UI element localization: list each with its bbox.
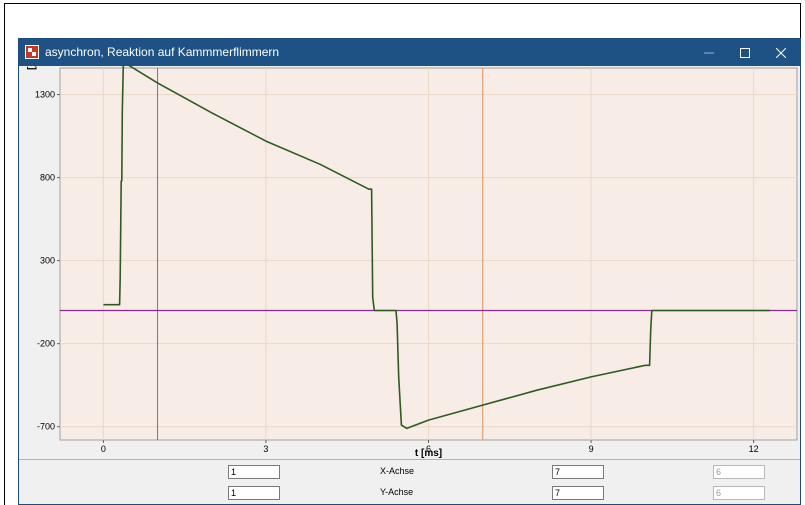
axis-settings-panel: X-Achse Y-Achse [19, 459, 800, 504]
x-tick-label: 12 [749, 444, 759, 454]
x-axis-label: X-Achse [380, 466, 415, 476]
y-axis-label: Y-Achse [380, 487, 414, 497]
y-axis-title: U [V] [26, 66, 37, 70]
y-tick-label: 300 [40, 256, 55, 266]
x-tick-label: 6 [426, 444, 431, 454]
y-axis-to-input[interactable] [552, 486, 604, 500]
x-axis-title: t [ms] [415, 448, 442, 459]
window-title: asynchron, Reaktion auf Kammmerflimmern [45, 45, 280, 59]
line-chart[interactable]: 0 3 6 9 12 1300 800 300 -200 -700 t [ms] U [V] [19, 66, 800, 459]
minimize-icon [704, 52, 714, 54]
maximize-icon [740, 48, 750, 58]
x-axis-to-input[interactable] [552, 465, 604, 479]
chart-window: asynchron, Reaktion auf Kammmerflimmern … [18, 38, 801, 505]
close-icon [776, 48, 786, 58]
y-tick-label: -200 [37, 339, 55, 349]
maximize-button[interactable] [727, 39, 763, 66]
x-tick-label: 3 [263, 444, 268, 454]
y-axis-extra-input [713, 486, 765, 500]
y-axis-from-input[interactable] [228, 486, 280, 500]
x-axis-from-input[interactable] [228, 465, 280, 479]
title-bar[interactable]: asynchron, Reaktion auf Kammmerflimmern [19, 39, 800, 66]
series-line-1 [103, 66, 770, 430]
app-icon [25, 45, 39, 59]
y-tick-label: 1300 [35, 90, 55, 100]
y-tick-label: -700 [37, 422, 55, 432]
x-tick-label: 9 [589, 444, 594, 454]
minimize-button[interactable] [691, 39, 727, 66]
plot-area[interactable]: 0 3 6 9 12 1300 800 300 -200 -700 t [ms] U [V] [19, 66, 800, 459]
x-axis-extra-input [713, 465, 765, 479]
close-button[interactable] [763, 39, 799, 66]
x-tick-label: 0 [101, 444, 106, 454]
y-tick-label: 800 [40, 173, 55, 183]
